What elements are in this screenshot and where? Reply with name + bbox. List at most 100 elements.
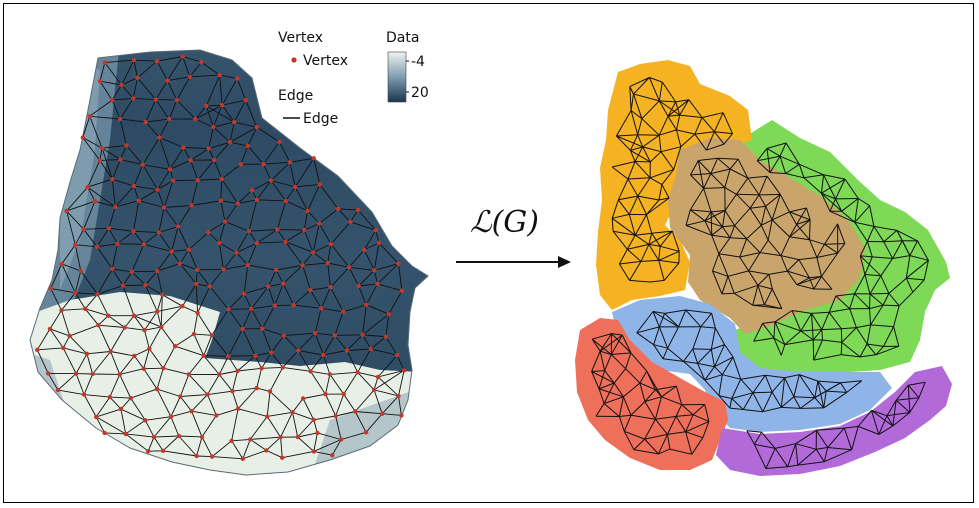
graph-edge	[630, 146, 643, 151]
graph-edge	[659, 100, 676, 103]
graph-edge	[637, 177, 651, 197]
graph-edge	[886, 400, 897, 416]
graph-edge	[331, 439, 342, 456]
graph-edge	[700, 312, 712, 328]
graph-edge	[112, 178, 135, 187]
graph-edge	[74, 292, 86, 310]
graph-edge	[227, 328, 243, 357]
graph-edge	[880, 258, 894, 277]
graph-edge	[111, 84, 122, 101]
graph-edge	[765, 374, 785, 379]
graph-vertex	[195, 310, 200, 316]
right-graph-edges	[591, 77, 929, 469]
graph-edge	[312, 223, 320, 253]
graph-edge	[145, 118, 170, 123]
graph-edge	[760, 206, 767, 226]
graph-edge	[712, 270, 729, 277]
graph-edge	[692, 404, 706, 416]
graph-vertex	[177, 261, 183, 266]
graph-edge	[302, 262, 328, 266]
graph-edge	[237, 355, 256, 372]
graph-edge	[813, 339, 823, 361]
graph-vertex	[371, 387, 377, 393]
graph-edge	[866, 226, 875, 242]
graph-edge	[756, 160, 771, 173]
graph-edge	[144, 311, 158, 331]
graph-edge	[883, 240, 903, 243]
graph-edge	[854, 293, 870, 309]
graph-edge	[694, 117, 703, 135]
graph-edge	[220, 178, 223, 201]
graph-vertex	[110, 266, 115, 272]
graph-edge	[156, 311, 162, 328]
graph-edge	[213, 141, 231, 161]
graph-edge	[718, 253, 740, 258]
graph-edge	[694, 133, 707, 151]
graph-edge	[285, 200, 308, 212]
graph-edge	[718, 237, 731, 254]
graph-edge	[158, 226, 179, 233]
graph-edge	[803, 177, 822, 194]
graph-vertex	[122, 325, 127, 330]
graph-edge	[313, 432, 318, 452]
graph-edge	[841, 210, 856, 223]
graph-vertex	[115, 241, 120, 246]
graph-edge	[718, 395, 732, 399]
graph-edge	[325, 394, 337, 417]
graph-edge	[249, 416, 268, 440]
graph-edge	[373, 270, 378, 284]
graph-edge	[236, 252, 249, 266]
graph-vertex	[318, 306, 324, 311]
graph-edge	[191, 411, 203, 438]
graph-vertex	[194, 453, 199, 459]
graph-vertex	[240, 456, 245, 461]
graph-edge	[792, 310, 812, 314]
graph-edge	[753, 337, 774, 342]
graph-edge	[124, 327, 145, 331]
graph-edge	[131, 244, 145, 272]
graph-edge	[628, 195, 639, 215]
graph-edge	[213, 159, 223, 180]
graph-edge	[87, 178, 113, 188]
graph-vertex	[364, 302, 369, 307]
graph-edge	[190, 148, 209, 161]
graph-edge	[812, 339, 815, 361]
graph-edge	[896, 229, 918, 242]
graph-edge	[761, 431, 776, 449]
graph-edge	[760, 225, 769, 241]
graph-vertex	[348, 219, 353, 225]
graph-edge	[164, 205, 192, 208]
graph-edge	[898, 291, 914, 307]
graph-vertex	[226, 354, 231, 359]
graph-edge	[221, 78, 238, 106]
graph-edge	[282, 264, 303, 284]
graph-edge	[195, 105, 207, 120]
graph-edge	[358, 269, 375, 287]
graph-edge	[875, 346, 884, 356]
graph-edge	[256, 241, 286, 244]
graph-edge	[628, 214, 636, 236]
graph-vertex	[120, 283, 126, 288]
graph-edge	[285, 229, 305, 243]
graph-edge	[635, 232, 652, 236]
graph-vertex	[291, 302, 296, 308]
graph-edge	[646, 199, 660, 215]
graph-edge	[598, 370, 606, 390]
graph-edge	[766, 148, 771, 173]
graph-vertex	[131, 96, 136, 101]
graph-vertex	[386, 312, 391, 317]
graph-edge	[823, 174, 836, 200]
graph-vertex	[131, 57, 137, 63]
graph-edge	[786, 270, 798, 285]
graph-edge	[261, 366, 283, 369]
graph-vertex	[229, 438, 234, 443]
graph-edge	[909, 255, 929, 261]
graph-vertex	[159, 324, 164, 330]
graph-edge	[678, 309, 687, 328]
graph-edge	[142, 164, 171, 170]
graph-vertex	[287, 160, 293, 165]
graph-edge	[800, 329, 822, 332]
graph-edge	[36, 349, 49, 374]
graph-edge	[827, 447, 852, 451]
graph-edge	[633, 93, 660, 102]
